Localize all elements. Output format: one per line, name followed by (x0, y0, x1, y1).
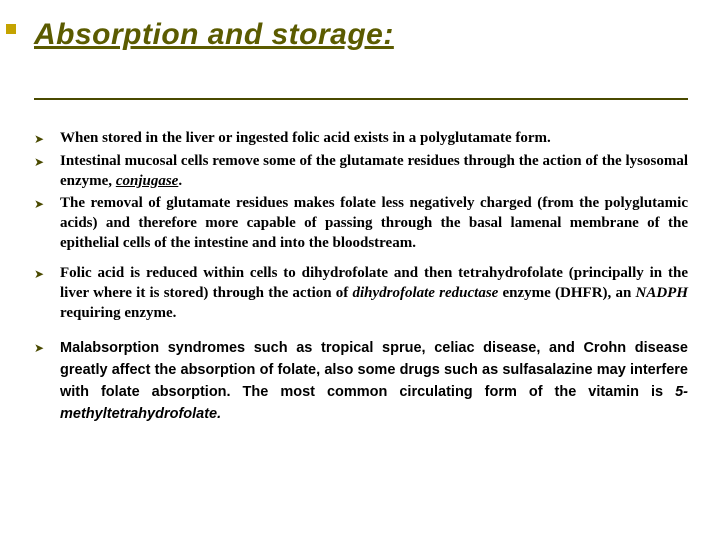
bullet-text: Malabsorption syndromes such as tropical… (60, 337, 688, 425)
accent-square (6, 24, 16, 34)
page-title: Absorption and storage: (34, 18, 394, 52)
title-divider (34, 98, 688, 100)
chevron-right-icon: ➤ (34, 128, 60, 149)
chevron-right-icon: ➤ (34, 193, 60, 214)
bullet-text: The removal of glutamate residues makes … (60, 193, 688, 253)
list-item: ➤ The removal of glutamate residues make… (34, 193, 688, 253)
chevron-right-icon: ➤ (34, 263, 60, 284)
list-item: ➤ Folic acid is reduced within cells to … (34, 263, 688, 323)
chevron-right-icon: ➤ (34, 337, 60, 358)
list-item: ➤ Intestinal mucosal cells remove some o… (34, 151, 688, 191)
list-item: ➤ Malabsorption syndromes such as tropic… (34, 337, 688, 425)
bullet-text: Folic acid is reduced within cells to di… (60, 263, 688, 323)
bullet-text: Intestinal mucosal cells remove some of … (60, 151, 688, 191)
bullet-text: When stored in the liver or ingested fol… (60, 128, 688, 148)
list-item: ➤ When stored in the liver or ingested f… (34, 128, 688, 149)
chevron-right-icon: ➤ (34, 151, 60, 172)
bullet-list: ➤ When stored in the liver or ingested f… (34, 128, 688, 427)
